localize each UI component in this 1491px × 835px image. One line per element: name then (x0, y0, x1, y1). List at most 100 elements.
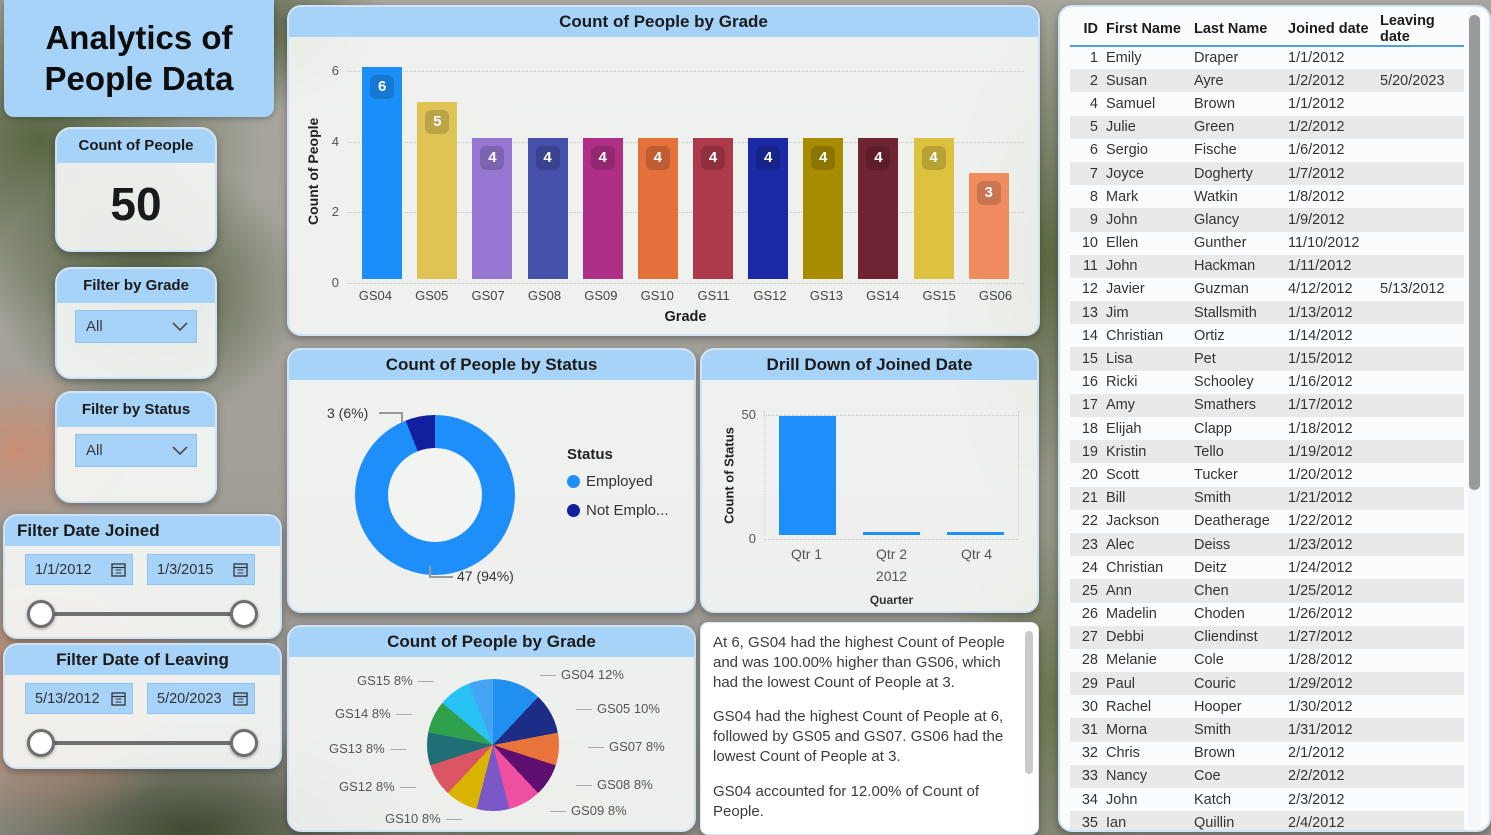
table-column-header-joined-date[interactable]: Joined date (1284, 13, 1376, 47)
status-donut-chart[interactable] (355, 415, 515, 575)
filter-grade-title: Filter by Grade (57, 269, 215, 303)
table-row[interactable]: 25 Ann Chen 1/25/2012 (1070, 579, 1464, 603)
leaving-start-date-input[interactable]: 5/13/2012 (25, 683, 133, 714)
table-row[interactable]: 16 Ricki Schooley 1/16/2012 (1070, 371, 1464, 394)
table-cell: Julie (1102, 115, 1190, 139)
table-row[interactable]: 6 Sergio Fische 1/6/2012 (1070, 139, 1464, 162)
leaving-slider-handle-start[interactable] (27, 729, 55, 757)
table-cell: Ortiz (1194, 327, 1225, 344)
grade-bar-GS08[interactable]: 4 (527, 137, 568, 279)
narrative-scrollbar-thumb[interactable] (1025, 631, 1033, 774)
calendar-icon[interactable] (111, 562, 126, 577)
table-row[interactable]: 35 Ian Quillin 2/4/2012 (1070, 811, 1464, 830)
grade-filter-dropdown[interactable]: All (75, 310, 197, 343)
table-row[interactable]: 4 Samuel Brown 1/1/2012 (1070, 92, 1464, 115)
table-row[interactable]: 18 Elijah Clapp 1/18/2012 (1070, 417, 1464, 440)
table-row[interactable]: 26 Madelin Choden 1/26/2012 (1070, 603, 1464, 626)
table-row[interactable]: 34 John Katch 2/3/2012 (1070, 788, 1464, 811)
table-row[interactable]: 27 Debbi Cliendinst 1/27/2012 (1070, 625, 1464, 649)
grade-bar-GS07[interactable]: 4 (472, 137, 513, 279)
table-row[interactable]: 9 John Glancy 1/9/2012 (1070, 208, 1464, 232)
status-legend-items: Employed Not Emplo... (567, 473, 669, 519)
table-row[interactable]: 31 Morna Smith 1/31/2012 (1070, 718, 1464, 742)
leaving-slider-track[interactable] (35, 741, 250, 745)
table-row[interactable]: 17 Amy Smathers 1/17/2012 (1070, 393, 1464, 417)
table-row[interactable]: 22 Jackson Deatherage 1/22/2012 (1070, 510, 1464, 533)
grade-bar-GS10[interactable]: 4 (637, 137, 678, 279)
table-row[interactable]: 12 Javier Guzman 4/12/2012 5/13/2012 (1070, 278, 1464, 301)
table-row[interactable]: 28 Melanie Cole 1/28/2012 (1070, 649, 1464, 672)
table-row[interactable]: 14 Christian Ortiz 1/14/2012 (1070, 324, 1464, 347)
pie-label-GS04: GS04 12% (535, 667, 624, 682)
calendar-icon[interactable] (233, 562, 248, 577)
table-row[interactable]: 11 John Hackman 1/11/2012 (1070, 254, 1464, 278)
leaving-end-date-input[interactable]: 5/20/2023 (147, 683, 255, 714)
table-row[interactable]: 20 Scott Tucker 1/20/2012 (1070, 463, 1464, 486)
table-cell: 2/3/2012 (1288, 791, 1345, 808)
grade-bar-GS13[interactable]: 4 (803, 137, 844, 279)
table-column-header-leaving-date[interactable]: Leaving date (1376, 13, 1464, 47)
table-row[interactable]: 2 Susan Ayre 1/2/2012 5/20/2023 (1070, 69, 1464, 93)
table-row[interactable]: 7 Joyce Dogherty 1/7/2012 (1070, 161, 1464, 186)
table-row[interactable]: 1 Emily Draper 1/1/2012 (1070, 46, 1464, 69)
joined-slider-handle-start[interactable] (27, 600, 55, 628)
grade-bar-GS04[interactable]: 6 (362, 67, 403, 279)
table-cell: 2 (1070, 69, 1102, 93)
table-cell: Christian (1106, 559, 1164, 576)
table-row[interactable]: 30 Rachel Hooper 1/30/2012 (1070, 695, 1464, 718)
table-column-header-first-name[interactable]: First Name (1102, 13, 1190, 47)
grade-bar-GS06[interactable]: 3 (968, 173, 1009, 279)
grade-bar-x-tick: GS14 (866, 288, 900, 303)
grade-bar-GS11[interactable]: 4 (692, 137, 733, 279)
donut-callout-leader (401, 412, 403, 423)
table-row[interactable]: 29 Paul Couric 1/29/2012 (1070, 672, 1464, 696)
table-row[interactable]: 15 Lisa Pet 1/15/2012 (1070, 347, 1464, 371)
joined-slider-handle-end[interactable] (230, 600, 258, 628)
table-scrollbar-thumb[interactable] (1469, 15, 1480, 490)
table-row[interactable]: 21 Bill Smith 1/21/2012 (1070, 486, 1464, 510)
drilldown-bar-qtr-1[interactable] (778, 415, 836, 535)
donut-callout-leader (429, 566, 431, 577)
grade-bar-y-tick: 0 (331, 275, 339, 290)
legend-item-employed[interactable]: Employed (567, 473, 669, 490)
table-cell: Chen (1190, 579, 1284, 603)
grade-bar-GS09[interactable]: 4 (582, 137, 623, 279)
donut-callout-leader (379, 412, 401, 414)
table-row[interactable]: 10 Ellen Gunther 11/10/2012 (1070, 232, 1464, 255)
drilldown-bar-qtr-4[interactable] (947, 532, 1005, 535)
table-cell: Schooley (1194, 374, 1254, 391)
table-cell: Smathers (1190, 393, 1284, 417)
joined-end-date-input[interactable]: 1/3/2015 (147, 554, 255, 585)
table-cell: 14 (1081, 327, 1098, 344)
table-cell: Ayre (1190, 69, 1284, 93)
drilldown-x-axis-label: Quarter (869, 593, 914, 607)
grade-bar-GS15[interactable]: 4 (913, 137, 954, 279)
leaving-slider-handle-end[interactable] (230, 729, 258, 757)
table-row[interactable]: 33 Nancy Coe 2/2/2012 (1070, 764, 1464, 788)
legend-item-not-employed[interactable]: Not Emplo... (567, 502, 669, 519)
calendar-icon[interactable] (111, 691, 126, 706)
table-row[interactable]: 8 Mark Watkin 1/8/2012 (1070, 185, 1464, 208)
table-row[interactable]: 24 Christian Deitz 1/24/2012 (1070, 556, 1464, 579)
grade-bar-GS12[interactable]: 4 (748, 137, 789, 279)
table-cell: 30 (1081, 698, 1098, 715)
status-filter-dropdown[interactable]: All (75, 434, 197, 467)
table-cell: 5/13/2012 (1380, 281, 1445, 298)
joined-slider-track[interactable] (35, 612, 250, 616)
pie-label-leader (389, 749, 406, 751)
table-column-header-id[interactable]: ID (1070, 13, 1102, 47)
table-cell: Alec (1102, 532, 1190, 557)
table-row[interactable]: 32 Chris Brown 2/1/2012 (1070, 742, 1464, 765)
table-row[interactable]: 5 Julie Green 1/2/2012 (1070, 115, 1464, 139)
table-cell: 18 (1081, 420, 1098, 437)
table-row[interactable]: 13 Jim Stallsmith 1/13/2012 (1070, 301, 1464, 325)
drilldown-bar-qtr-2[interactable] (862, 532, 920, 535)
table-row[interactable]: 23 Alec Deiss 1/23/2012 (1070, 532, 1464, 557)
grade-pie-chart[interactable] (427, 679, 559, 811)
joined-start-date-input[interactable]: 1/1/2012 (25, 554, 133, 585)
table-row[interactable]: 19 Kristin Tello 1/19/2012 (1070, 440, 1464, 464)
grade-bar-GS14[interactable]: 4 (858, 137, 899, 279)
calendar-icon[interactable] (233, 691, 248, 706)
table-column-header-last-name[interactable]: Last Name (1190, 13, 1284, 47)
grade-bar-GS05[interactable]: 5 (417, 102, 458, 279)
